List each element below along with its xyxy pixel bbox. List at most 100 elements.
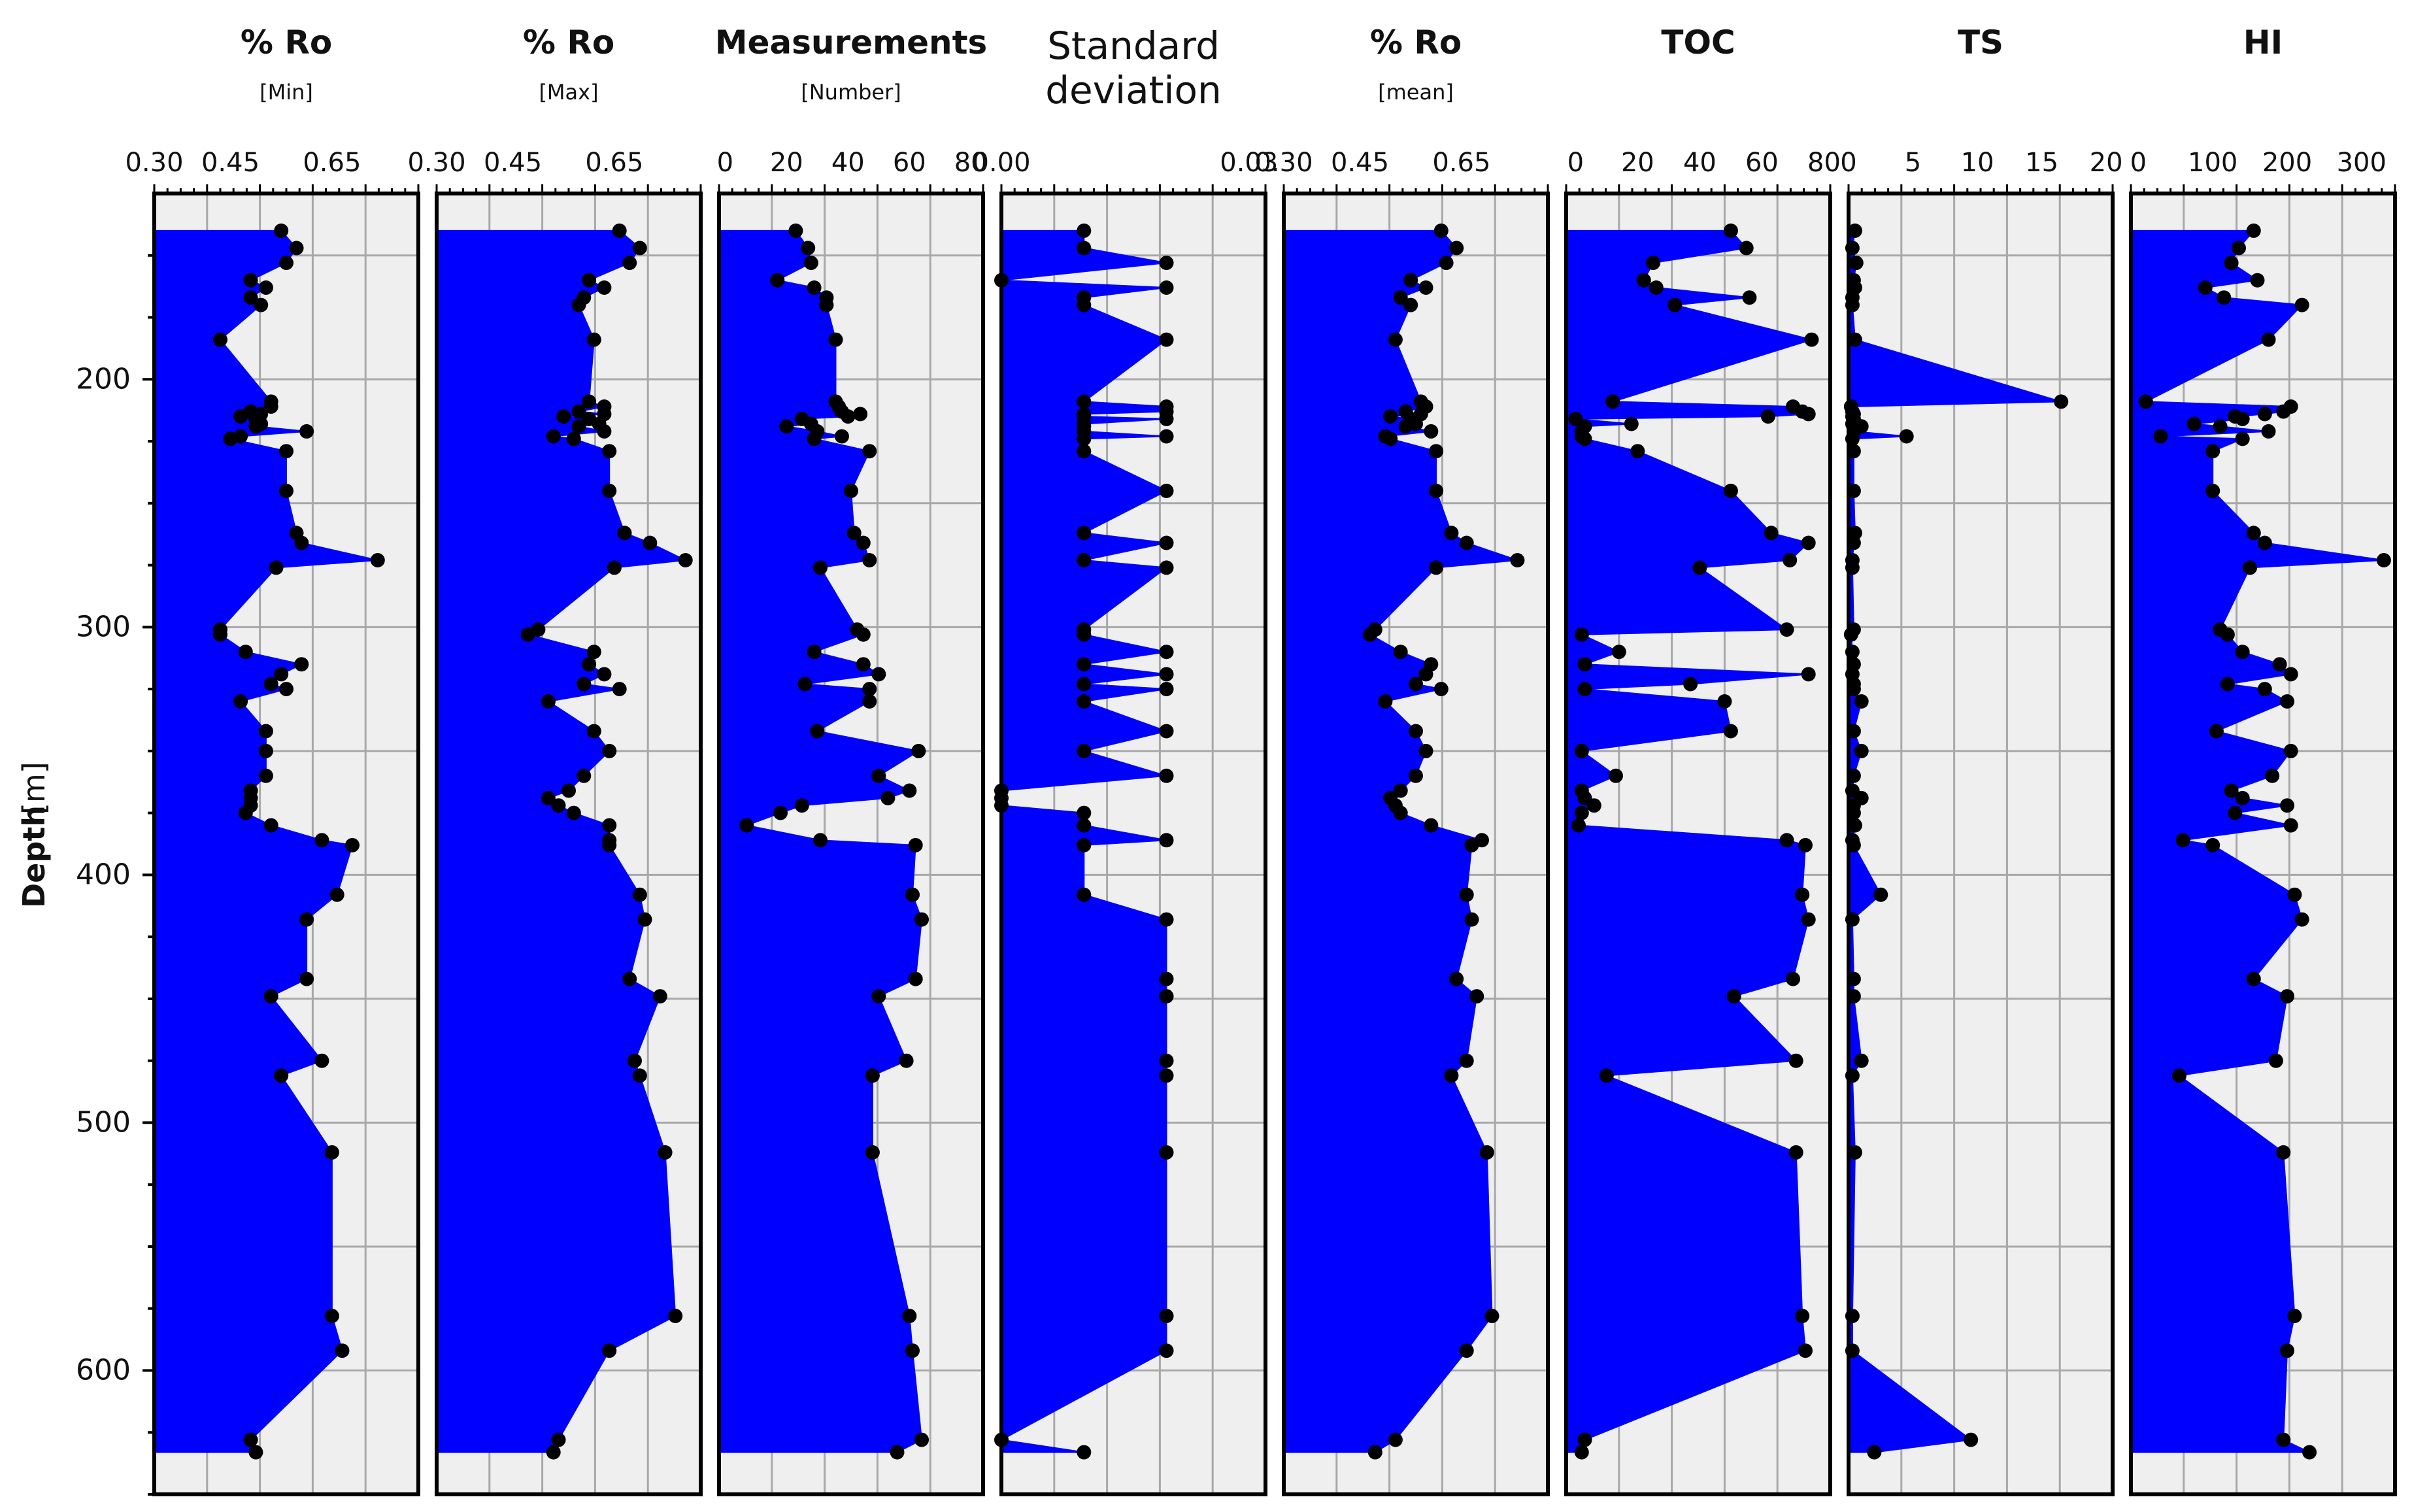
- data-point: [1742, 290, 1757, 305]
- data-point: [862, 682, 877, 697]
- data-point: [1801, 407, 1816, 422]
- data-point: [1159, 535, 1174, 550]
- data-point: [2246, 971, 2261, 986]
- data-point: [801, 241, 816, 256]
- data-point: [586, 724, 601, 739]
- data-point: [905, 1343, 920, 1358]
- data-point: [914, 912, 929, 927]
- track-title: TOC: [1661, 24, 1735, 61]
- x-tick-label: 0.65: [1432, 148, 1490, 178]
- data-point: [1388, 332, 1403, 347]
- data-point: [1964, 1432, 1979, 1447]
- data-point: [1847, 223, 1862, 238]
- data-point: [908, 971, 923, 986]
- depth-axis-label: Depth: [16, 805, 52, 908]
- data-point: [1599, 1068, 1614, 1083]
- data-point: [2257, 682, 2272, 697]
- track-subtitle: [mean]: [1378, 80, 1454, 105]
- data-point: [2272, 657, 2287, 672]
- data-point: [2198, 280, 2213, 295]
- data-point: [652, 989, 667, 1004]
- data-point: [263, 818, 278, 833]
- data-point: [834, 429, 849, 444]
- data-point: [739, 818, 754, 833]
- data-point: [2175, 833, 2190, 848]
- data-point: [1159, 1343, 1174, 1358]
- x-tick-label: 60: [893, 148, 926, 178]
- data-point: [586, 332, 601, 347]
- data-point: [1574, 1445, 1589, 1460]
- data-point: [335, 1343, 350, 1358]
- data-point: [2217, 290, 2232, 305]
- data-point: [279, 483, 293, 498]
- track-5: 0.30 0.45 0.65 % Ro [mean]: [1254, 24, 1550, 1496]
- data-point: [1854, 1053, 1869, 1068]
- data-point: [2220, 677, 2235, 692]
- x-tick-label: 80: [1807, 148, 1841, 178]
- data-point: [1077, 837, 1092, 852]
- data-point: [622, 971, 637, 986]
- data-point: [2153, 429, 2168, 444]
- x-tick-label: 200: [2262, 148, 2312, 178]
- data-point: [1077, 553, 1092, 567]
- data-point: [1469, 989, 1484, 1004]
- data-point: [263, 677, 278, 692]
- data-point: [2280, 798, 2294, 813]
- data-point: [1760, 409, 1775, 424]
- data-point: [899, 1053, 914, 1068]
- data-point: [2257, 407, 2272, 422]
- data-point: [1403, 297, 1418, 312]
- data-point: [1429, 560, 1444, 575]
- x-tick-label: 15: [2025, 148, 2058, 178]
- data-point: [612, 223, 627, 238]
- data-point: [1077, 805, 1092, 820]
- data-point: [1801, 535, 1816, 550]
- data-point: [1429, 483, 1444, 498]
- data-point: [1692, 560, 1707, 575]
- data-point: [314, 833, 329, 848]
- data-point: [1077, 627, 1092, 642]
- data-point: [263, 989, 278, 1004]
- x-tick-label: 0.45: [1331, 148, 1389, 178]
- data-point: [1801, 912, 1816, 927]
- data-point: [1159, 411, 1174, 426]
- data-point: [1424, 424, 1439, 439]
- data-point: [1077, 241, 1092, 256]
- data-point: [279, 444, 293, 459]
- data-point: [1854, 743, 1869, 758]
- data-point: [2280, 989, 2294, 1004]
- data-point: [597, 424, 612, 439]
- data-point: [2186, 416, 2202, 431]
- data-point: [279, 256, 293, 271]
- data-point: [243, 273, 258, 288]
- data-point: [807, 431, 822, 446]
- data-point: [1873, 887, 1888, 902]
- data-point: [1363, 627, 1378, 642]
- data-point: [1459, 887, 1474, 902]
- data-point: [1723, 724, 1738, 739]
- data-point: [233, 694, 248, 709]
- x-tick-label: 20: [1621, 148, 1654, 178]
- data-point: [274, 223, 289, 238]
- data-point: [1624, 416, 1639, 431]
- data-point: [628, 1053, 642, 1068]
- data-point: [871, 667, 886, 682]
- data-point: [813, 560, 828, 575]
- data-point: [551, 798, 566, 813]
- data-point: [1847, 1145, 1862, 1160]
- data-point: [1393, 645, 1408, 660]
- data-point: [1418, 667, 1433, 682]
- data-point: [841, 409, 856, 424]
- data-point: [779, 419, 794, 434]
- data-point: [2209, 724, 2224, 739]
- data-point: [1630, 444, 1645, 459]
- data-point: [541, 694, 556, 709]
- data-point: [2213, 419, 2228, 434]
- data-point: [2261, 332, 2276, 347]
- data-point: [582, 657, 597, 672]
- data-point: [794, 798, 809, 813]
- data-point: [1159, 1309, 1174, 1324]
- track-7: 0 5 10 15 20 TS: [1840, 24, 2123, 1496]
- data-point: [1577, 657, 1592, 672]
- data-point: [1795, 887, 1810, 902]
